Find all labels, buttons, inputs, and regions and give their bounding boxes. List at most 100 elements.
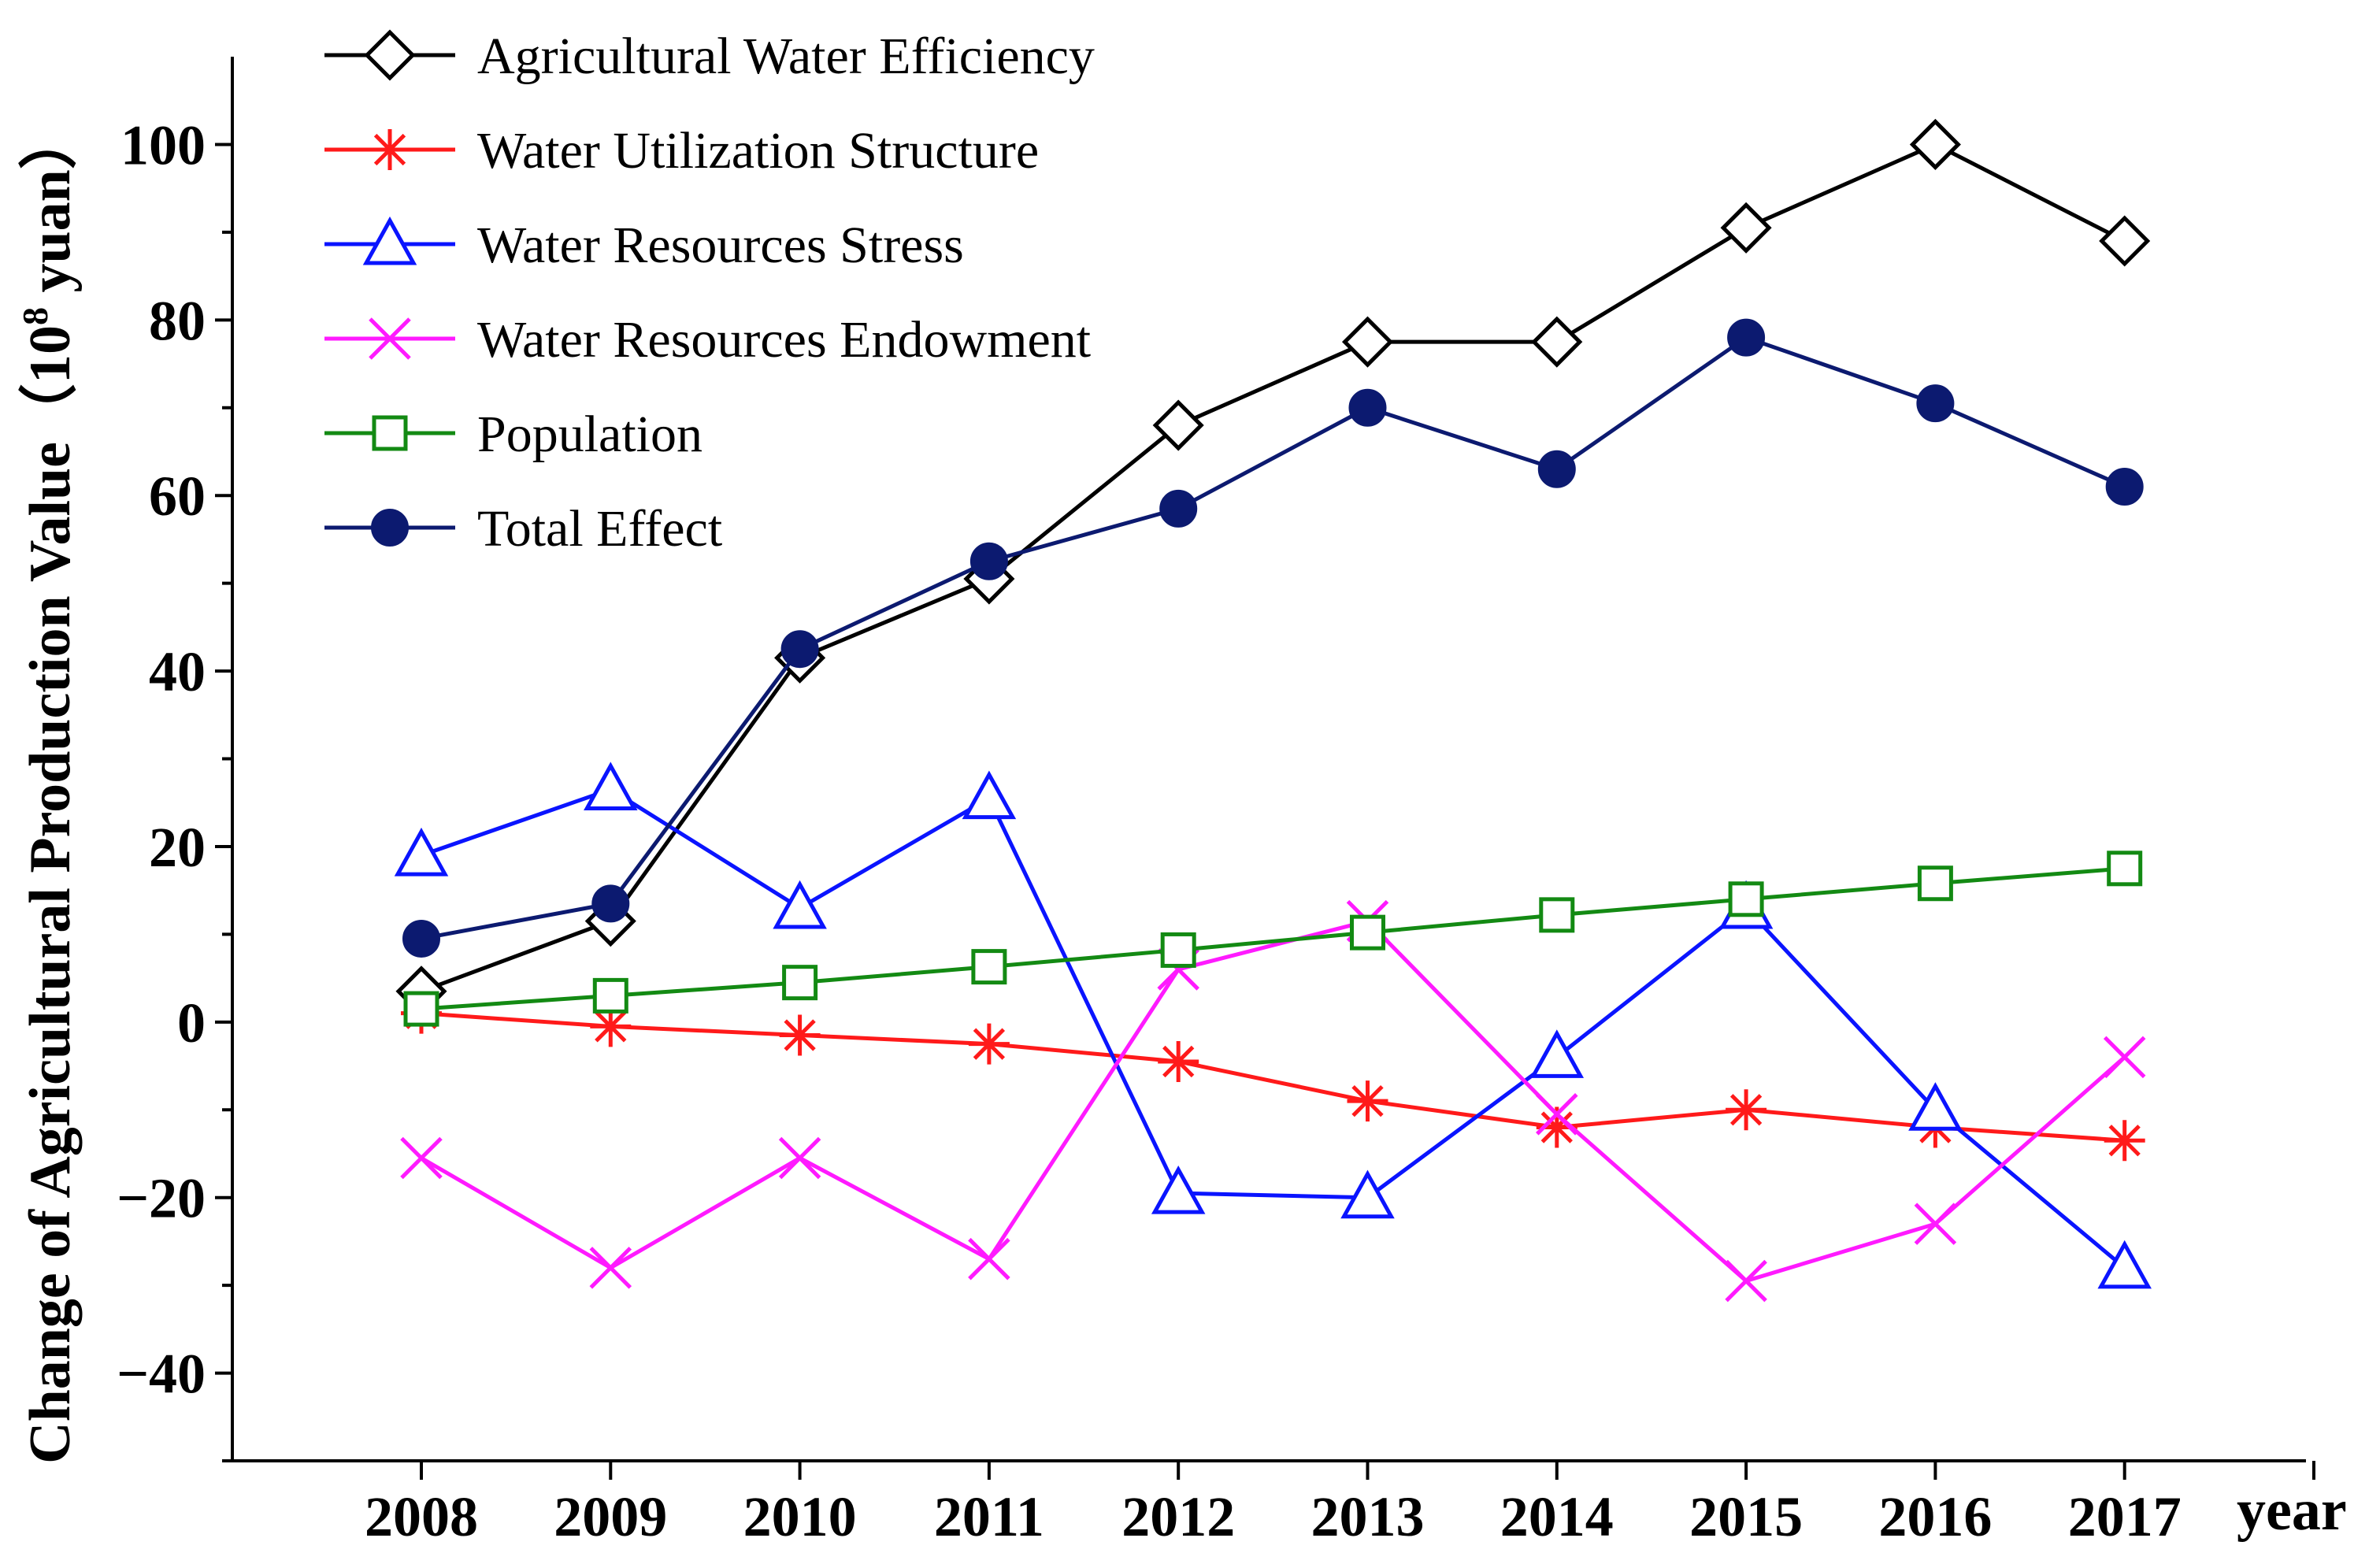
data-point-water-utilization-structure [1536,1106,1577,1148]
data-point-water-resources-endowment [589,1247,632,1289]
y-axis-ticks: −40 −20 0 20 40 60 80 100 [117,113,232,1462]
data-point-total-effect [1727,318,1766,357]
data-point-agricultural-water-efficiency [2099,215,2151,267]
data-point-total-effect [591,884,630,923]
legend: Agricultural Water Efficiency Water Utili… [324,28,1095,558]
y-tick-label: 60 [149,465,206,528]
data-point-water-resources-endowment [400,1136,443,1180]
data-point-population [1350,914,1385,951]
legend-marker [369,129,410,170]
legend-marker [362,216,417,265]
x-tick-label: 2017 [2068,1485,2182,1548]
data-point-population [971,949,1007,985]
y-tick-label: 40 [149,640,206,703]
series-line-population [421,866,2125,1011]
data-point-population [1728,881,1764,917]
data-point-total-effect [1916,384,1955,423]
x-axis-title: year [2237,1478,2347,1543]
y-tick-label: 20 [149,816,206,879]
data-point-total-effect [1348,388,1387,427]
x-tick-label: 2015 [1689,1485,1803,1548]
legend-label: Water Resources Stress [477,217,964,274]
data-point-agricultural-water-efficiency [1341,316,1394,368]
data-point-agricultural-water-efficiency [1152,399,1204,451]
data-point-agricultural-water-efficiency [1531,316,1583,368]
data-point-water-resources-stress [1340,1169,1395,1219]
data-point-water-utilization-structure [1158,1040,1199,1082]
y-axis-title-main: Change of Agricultural Production Value [18,442,83,1464]
data-point-water-resources-endowment [1536,1093,1578,1136]
data-point-total-effect [1537,450,1576,488]
legend-item-total-effect: Total Effect [324,500,722,558]
data-point-water-resources-stress [962,770,1017,820]
y-axis-title-unit-prefix: （10 [18,325,83,442]
legend-item-water-resources-endowment: Water Resources Endowment [324,311,1091,369]
y-tick-label: 0 [177,991,206,1054]
data-point-water-resources-endowment [968,1237,1010,1280]
data-point-population [592,977,628,1014]
data-point-water-utilization-structure [1347,1080,1388,1122]
data-point-population [2107,851,2143,887]
y-tick-label: 100 [120,113,206,176]
legend-marker [372,415,408,451]
series-line-total-effect [421,335,2126,941]
x-tick-label: 2016 [1878,1485,1992,1548]
y-tick-label: −40 [117,1343,206,1406]
data-point-population [403,991,439,1027]
legend-label: Total Effect [477,500,722,558]
data-point-water-resources-endowment [2103,1036,2146,1079]
y-tick-label: −20 [117,1167,206,1230]
data-point-water-resources-stress [1908,1082,1963,1131]
legend-label: Water Resources Endowment [477,311,1091,369]
x-tick-label: 2008 [365,1485,478,1548]
data-point-total-effect [402,919,440,958]
y-axis-title-unit-suffix: yuan） [18,111,83,307]
data-point-water-resources-stress [584,762,638,811]
series-water-utilization-structure [401,992,2145,1162]
x-tick-label: 2012 [1121,1485,1235,1548]
data-point-agricultural-water-efficiency [1909,118,1961,170]
legend-marker [369,317,411,360]
series-line-water-resources-stress [421,787,2126,1269]
data-point-population [1539,897,1575,933]
series-group [394,118,2152,1303]
data-point-water-resources-endowment [1914,1203,1957,1245]
legend-label: Agricultural Water Efficiency [477,28,1095,85]
series-line-water-resources-endowment [420,918,2126,1284]
data-point-total-effect [1159,489,1198,528]
data-point-population [1160,932,1196,968]
legend-item-water-utilization-structure: Water Utilization Structure [324,122,1039,180]
x-tick-label: 2011 [934,1485,1044,1548]
series-total-effect [402,318,2144,958]
legend-label: Population [477,406,703,463]
legend-item-agricultural-water-efficiency: Agricultural Water Efficiency [324,28,1095,85]
x-tick-label: 2013 [1311,1485,1425,1548]
series-water-resources-endowment [400,899,2146,1303]
series-line-agricultural-water-efficiency [421,142,2126,994]
x-tick-label: 2010 [743,1485,857,1548]
data-point-population [782,965,818,1001]
data-point-population [1917,865,1953,902]
data-point-water-utilization-structure [2104,1120,2145,1162]
data-point-water-resources-endowment [778,1136,821,1180]
data-point-water-resources-stress [773,880,827,929]
data-point-water-resources-stress [1151,1165,1206,1214]
legend-item-water-resources-stress: Water Resources Stress [324,216,964,274]
y-tick-label: 80 [149,289,206,352]
data-point-water-utilization-structure [968,1023,1010,1065]
data-point-water-resources-stress [1529,1029,1585,1078]
data-point-water-utilization-structure [590,1006,632,1047]
data-point-total-effect [969,542,1008,580]
y-axis-title-unit-exponent: 8 [15,307,55,325]
data-point-total-effect [780,630,819,669]
legend-item-population: Population [324,406,703,463]
series-water-resources-stress [394,762,2152,1289]
data-point-total-effect [2105,468,2144,506]
series-line-water-utilization-structure [421,1011,2125,1143]
legend-marker [371,509,409,547]
data-point-water-utilization-structure [1726,1089,1767,1131]
data-point-water-resources-endowment [1725,1259,1767,1303]
y-axis-title: Change of Agricultural Production Value（… [15,111,83,1464]
data-point-agricultural-water-efficiency [1720,202,1772,254]
